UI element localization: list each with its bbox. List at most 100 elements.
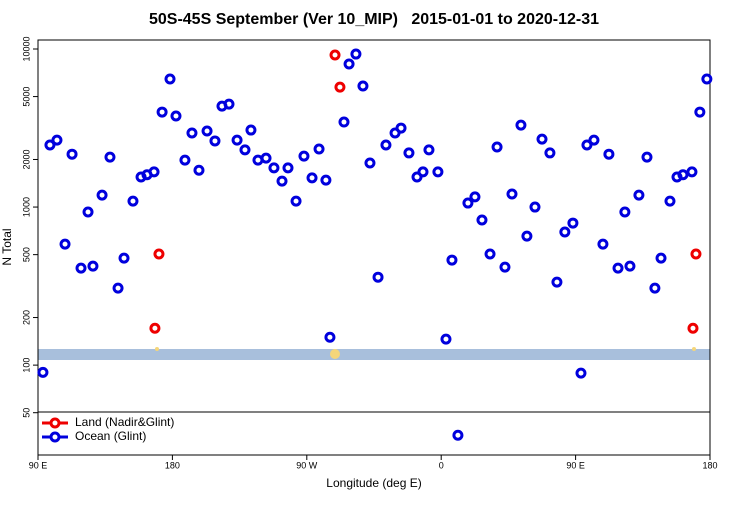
point [334,81,346,93]
point [223,98,235,110]
y-tick-label: 2000 [21,149,31,169]
point [417,166,429,178]
point [170,110,182,122]
point [306,172,318,184]
point [37,366,49,378]
point [193,164,205,176]
dot [692,347,696,351]
point [87,260,99,272]
x-axis-label: Longitude (deg E) [326,476,421,490]
point [567,217,579,229]
point [148,166,160,178]
x-tick-label: 0 [439,460,444,470]
point [469,191,481,203]
point [51,134,63,146]
point [506,188,518,200]
point [231,134,243,146]
point [364,157,376,169]
point [313,143,325,155]
y-tick-label: 5000 [21,87,31,107]
point [588,134,600,146]
point [59,238,71,250]
point [75,262,87,274]
point [649,282,661,294]
point [112,282,124,294]
point [298,150,310,162]
point [201,125,213,137]
dot [330,349,340,359]
point [179,154,191,166]
y-tick-label: 500 [21,247,31,262]
point [655,252,667,264]
point [612,262,624,274]
y-tick-label: 100 [21,358,31,373]
point [452,429,464,441]
point [690,248,702,260]
point [559,226,571,238]
point [127,195,139,207]
band [38,349,710,360]
y-tick-label: 200 [21,310,31,325]
point [153,248,165,260]
point [687,322,699,334]
point [575,367,587,379]
point [44,139,56,151]
point [282,162,294,174]
legend-label: Land (Nadir&Glint) [75,415,174,429]
point [164,73,176,85]
point [245,124,257,136]
point [268,162,280,174]
point [66,148,78,160]
point [324,331,336,343]
legend-label: Ocean (Glint) [75,429,146,443]
point [440,333,452,345]
plot-frame [37,39,711,456]
point [432,166,444,178]
point [423,144,435,156]
point [694,106,706,118]
point [343,58,355,70]
point [624,260,636,272]
point [290,195,302,207]
point [551,276,563,288]
point [544,147,556,159]
point [209,135,221,147]
point [633,189,645,201]
point [597,238,609,250]
point [664,195,676,207]
y-tick-label: 10000 [21,36,31,61]
point [96,189,108,201]
y-tick-label: 50 [21,408,31,418]
x-tick-label: 90 E [566,460,585,470]
point [462,197,474,209]
point [338,116,350,128]
point [276,175,288,187]
point [239,144,251,156]
point [603,148,615,160]
point [403,147,415,159]
point [260,152,272,164]
point [521,230,533,242]
point [149,322,161,334]
point [104,151,116,163]
point [619,206,631,218]
point [446,254,458,266]
dot [155,347,159,351]
y-axis-label: N Total [0,228,14,265]
point [395,122,407,134]
chart-title: 50S-45S September (Ver 10_MIP) 2015-01-0… [149,11,599,28]
point [641,151,653,163]
point [350,48,362,60]
point [677,169,689,181]
point [329,49,341,61]
point [701,73,713,85]
point [372,271,384,283]
point [320,174,332,186]
point [491,141,503,153]
x-tick-label: 180 [165,460,180,470]
point [186,127,198,139]
point [529,201,541,213]
point [380,139,392,151]
legend-marker [49,431,61,443]
